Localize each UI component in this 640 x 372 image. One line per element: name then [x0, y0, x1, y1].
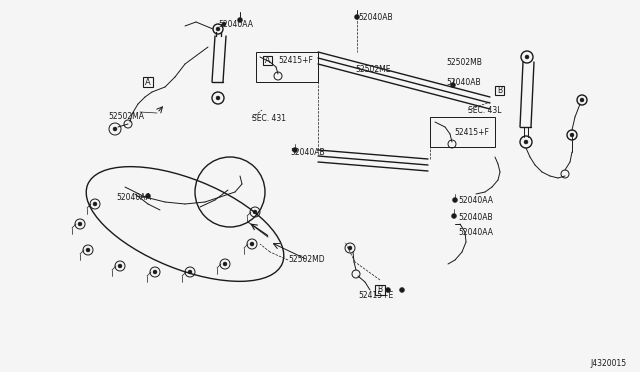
- Circle shape: [399, 288, 404, 292]
- Text: SEC. 43L: SEC. 43L: [468, 106, 502, 115]
- Text: 52502ME: 52502ME: [355, 64, 390, 74]
- Bar: [375, 285, 385, 295]
- Circle shape: [385, 288, 390, 292]
- Circle shape: [223, 262, 227, 266]
- Bar: [143, 77, 153, 87]
- Circle shape: [452, 198, 458, 202]
- Text: B: B: [497, 86, 502, 94]
- Bar: [495, 86, 504, 94]
- Bar: [256, 52, 318, 82]
- Circle shape: [188, 270, 192, 274]
- Circle shape: [525, 55, 529, 59]
- Circle shape: [118, 264, 122, 268]
- Text: 52502MB: 52502MB: [446, 58, 482, 67]
- Circle shape: [451, 214, 456, 218]
- Text: 52040AB: 52040AB: [358, 13, 392, 22]
- Text: 52415+E: 52415+E: [358, 292, 393, 301]
- Circle shape: [153, 270, 157, 274]
- Text: 52502MA: 52502MA: [108, 112, 144, 121]
- Bar: [264, 55, 273, 64]
- Text: 52040AA: 52040AA: [116, 192, 151, 202]
- Text: A: A: [266, 55, 271, 64]
- Circle shape: [216, 27, 220, 31]
- Circle shape: [78, 222, 82, 226]
- Text: J4320015: J4320015: [590, 359, 626, 369]
- Bar: [430, 117, 495, 147]
- Circle shape: [250, 242, 254, 246]
- Circle shape: [237, 17, 243, 22]
- Circle shape: [355, 15, 360, 19]
- Circle shape: [348, 246, 352, 250]
- Text: 52502MD: 52502MD: [288, 256, 324, 264]
- Text: SEC. 431: SEC. 431: [252, 113, 286, 122]
- Circle shape: [524, 140, 528, 144]
- Circle shape: [113, 127, 117, 131]
- Text: 52040AA: 52040AA: [218, 19, 253, 29]
- Circle shape: [253, 210, 257, 214]
- Circle shape: [86, 248, 90, 252]
- Circle shape: [570, 133, 574, 137]
- Text: 52040AB: 52040AB: [290, 148, 324, 157]
- Text: 52040AB: 52040AB: [446, 77, 481, 87]
- Circle shape: [580, 98, 584, 102]
- Text: 52415+F: 52415+F: [454, 128, 489, 137]
- Text: 52415+F: 52415+F: [278, 55, 313, 64]
- Text: 52040AA: 52040AA: [458, 196, 493, 205]
- Circle shape: [216, 96, 220, 100]
- Circle shape: [93, 202, 97, 206]
- Text: 52040AA: 52040AA: [458, 228, 493, 237]
- Circle shape: [292, 148, 298, 153]
- Text: 52040AB: 52040AB: [458, 212, 493, 221]
- Text: A: A: [145, 77, 151, 87]
- Circle shape: [451, 83, 456, 87]
- Text: B: B: [378, 285, 383, 295]
- Circle shape: [222, 22, 226, 26]
- Circle shape: [145, 193, 150, 199]
